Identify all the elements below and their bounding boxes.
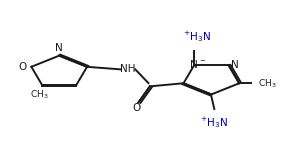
Text: O: O: [19, 62, 27, 72]
Text: CH$_3$: CH$_3$: [258, 77, 277, 89]
Text: N: N: [190, 60, 198, 70]
Text: N: N: [55, 43, 63, 53]
Text: $^{+}$H$_3$N: $^{+}$H$_3$N: [200, 115, 228, 130]
Text: O: O: [133, 103, 141, 113]
Text: $^{+}$H$_3$N: $^{+}$H$_3$N: [183, 29, 211, 44]
Text: $^{-}$: $^{-}$: [199, 59, 206, 69]
Text: CH$_3$: CH$_3$: [30, 89, 49, 101]
Text: N: N: [231, 60, 239, 70]
Text: NH: NH: [120, 64, 136, 74]
